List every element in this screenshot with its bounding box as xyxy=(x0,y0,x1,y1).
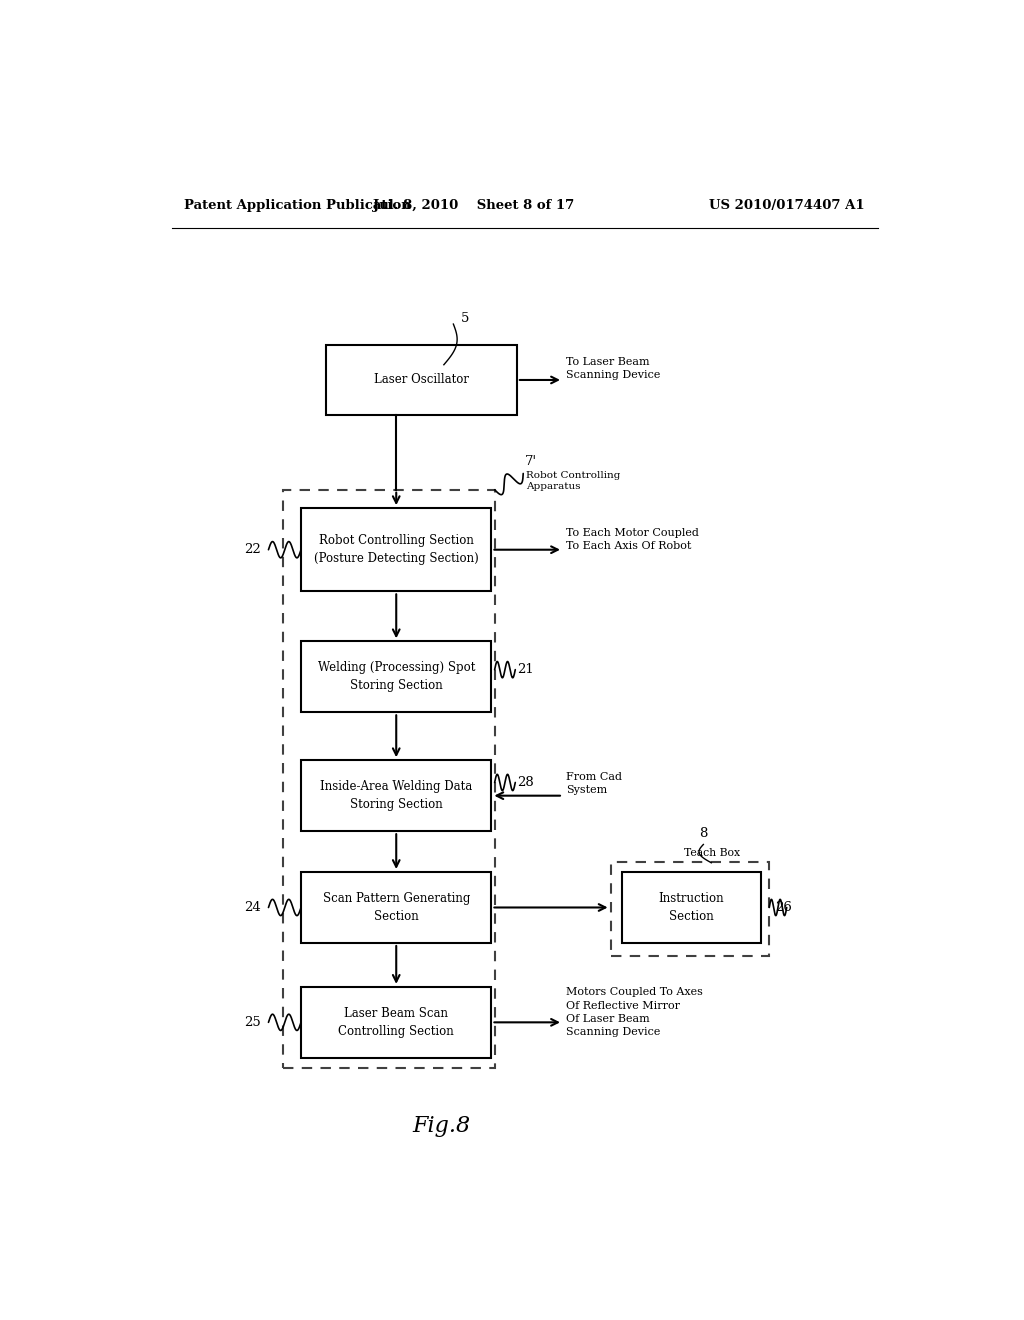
Bar xyxy=(301,760,492,832)
Text: Robot Controlling Section
(Posture Detecting Section): Robot Controlling Section (Posture Detec… xyxy=(314,535,478,565)
Text: To Each Motor Coupled
To Each Axis Of Robot: To Each Motor Coupled To Each Axis Of Ro… xyxy=(566,528,699,552)
Bar xyxy=(610,862,769,956)
Text: 24: 24 xyxy=(245,902,261,913)
Text: Inside-Area Welding Data
Storing Section: Inside-Area Welding Data Storing Section xyxy=(321,780,472,812)
Bar xyxy=(301,642,492,713)
Text: 28: 28 xyxy=(517,776,534,789)
Bar xyxy=(622,873,761,942)
Text: US 2010/0174407 A1: US 2010/0174407 A1 xyxy=(709,198,864,211)
Text: Motors Coupled To Axes
Of Reflective Mirror
Of Laser Beam
Scanning Device: Motors Coupled To Axes Of Reflective Mir… xyxy=(566,987,702,1038)
Bar xyxy=(283,490,495,1068)
Text: Fig.8: Fig.8 xyxy=(413,1115,471,1137)
Text: 22: 22 xyxy=(245,544,261,556)
Text: 26: 26 xyxy=(775,902,793,913)
Text: To Laser Beam
Scanning Device: To Laser Beam Scanning Device xyxy=(566,358,660,380)
Text: Patent Application Publication: Patent Application Publication xyxy=(183,198,411,211)
Text: Instruction
Section: Instruction Section xyxy=(658,892,724,923)
Text: 25: 25 xyxy=(245,1016,261,1028)
Bar xyxy=(327,346,517,414)
Text: Laser Beam Scan
Controlling Section: Laser Beam Scan Controlling Section xyxy=(338,1007,454,1038)
Text: From Cad
System: From Cad System xyxy=(566,772,622,795)
Bar xyxy=(301,873,492,942)
Text: 21: 21 xyxy=(517,663,534,676)
Text: 5: 5 xyxy=(461,313,470,326)
Text: Jul. 8, 2010    Sheet 8 of 17: Jul. 8, 2010 Sheet 8 of 17 xyxy=(373,198,573,211)
Bar xyxy=(301,987,492,1057)
Text: Laser Oscillator: Laser Oscillator xyxy=(374,374,469,387)
Text: Welding (Processing) Spot
Storing Section: Welding (Processing) Spot Storing Sectio… xyxy=(317,661,475,692)
Text: 8: 8 xyxy=(699,828,708,841)
Bar xyxy=(301,508,492,591)
Text: Scan Pattern Generating
Section: Scan Pattern Generating Section xyxy=(323,892,470,923)
Text: 7': 7' xyxy=(524,455,537,467)
Text: Robot Controlling
Apparatus: Robot Controlling Apparatus xyxy=(526,471,621,491)
Text: Teach Box: Teach Box xyxy=(684,847,739,858)
